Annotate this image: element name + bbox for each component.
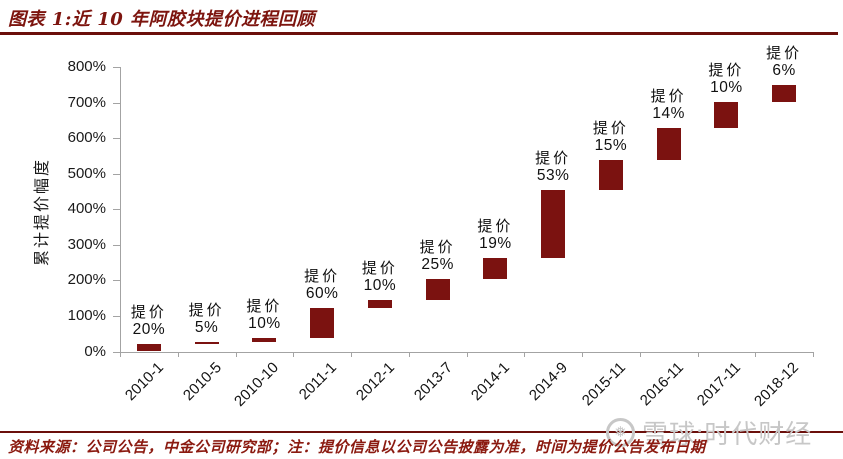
- bar-label: 提价 10%: [684, 61, 768, 97]
- bar-label-percent: 6%: [772, 62, 796, 80]
- bar-label-percent: 5%: [194, 319, 219, 337]
- price-hike-bar: [598, 160, 623, 190]
- price-hike-bar: [425, 278, 450, 301]
- y-tick-mark: [113, 173, 120, 175]
- price-hike-bar: [136, 344, 161, 352]
- bar-label-percent: 53%: [536, 166, 570, 184]
- title-divider-line: [0, 32, 838, 35]
- bar-label-percent: 14%: [652, 105, 685, 123]
- bar-label: 提价 15%: [569, 119, 653, 155]
- bar-label-prefix: 提价: [188, 301, 225, 320]
- price-hike-bar: [714, 102, 739, 129]
- price-hike-bar: [194, 342, 219, 345]
- x-tick-mark: [639, 351, 641, 357]
- figure-title: 图表 1:近 10 年阿胶块提价进程回顾: [8, 9, 316, 30]
- bar-label-prefix: 提价: [130, 303, 167, 322]
- bar-label: 提价 5%: [165, 301, 249, 337]
- price-hike-bar: [310, 308, 335, 338]
- y-tick-mark: [113, 209, 120, 211]
- x-tick-mark: [293, 351, 295, 357]
- x-tick-mark: [813, 351, 814, 357]
- price-hike-bar: [367, 300, 392, 309]
- y-tick-mark: [113, 280, 120, 282]
- bar-label-percent: 10%: [710, 79, 743, 97]
- x-tick-mark: [466, 351, 468, 357]
- bar-label-prefix: 提价: [419, 237, 456, 256]
- bar-label-percent: 10%: [363, 277, 397, 295]
- bar-label-percent: 25%: [421, 255, 454, 273]
- bar-label: 提价 10%: [222, 297, 306, 333]
- y-tick-label: 100%: [67, 306, 106, 324]
- footer-divider-line: [0, 431, 843, 433]
- price-hike-bar: [656, 128, 681, 161]
- y-tick-label: 0%: [84, 342, 106, 360]
- x-tick-mark: [235, 351, 237, 357]
- bar-label: 提价 20%: [107, 303, 191, 339]
- bar-label-prefix: 提价: [535, 148, 572, 167]
- y-tick-mark: [113, 315, 120, 317]
- y-tick-label: 800%: [67, 58, 106, 75]
- xueqiu-snowball-icon: ❅: [606, 418, 635, 447]
- y-tick-mark: [113, 102, 120, 104]
- x-tick-mark: [524, 351, 526, 357]
- bar-label-prefix: 提价: [477, 217, 514, 235]
- bar-label-percent: 20%: [132, 321, 166, 339]
- bar-label-prefix: 提价: [361, 259, 398, 278]
- x-tick-mark: [351, 351, 352, 357]
- bar-label-percent: 60%: [305, 285, 339, 303]
- bar-label-prefix: 提价: [766, 44, 803, 63]
- y-tick-label: 500%: [67, 164, 106, 182]
- price-hike-bar: [483, 258, 508, 279]
- y-tick-mark: [113, 244, 120, 246]
- bar-label: 提价 6%: [742, 44, 826, 80]
- y-tick-mark: [113, 138, 120, 140]
- bar-label-prefix: 提价: [708, 61, 745, 80]
- bar-label: 提价 10%: [338, 259, 422, 295]
- bar-label-prefix: 提价: [304, 267, 341, 286]
- y-tick-label: 400%: [67, 200, 106, 218]
- x-tick-mark: [408, 351, 410, 357]
- y-tick-mark: [113, 67, 120, 68]
- y-tick-label: 700%: [67, 93, 106, 111]
- y-tick-mark: [113, 351, 120, 353]
- bar-label-prefix: 提价: [592, 119, 629, 138]
- watermark-text: 雪球:时代财经: [642, 419, 813, 449]
- bar-label-prefix: 提价: [246, 296, 283, 315]
- x-tick-mark: [697, 351, 699, 357]
- bar-label: 提价 25%: [396, 238, 480, 274]
- snowflake-glyph: ❅: [614, 424, 627, 441]
- y-tick-label: 300%: [67, 235, 106, 253]
- bar-label: 提价 53%: [511, 149, 595, 185]
- y-tick-label: 600%: [67, 129, 106, 147]
- bar-label: 提价 19%: [453, 217, 537, 253]
- bar-label-percent: 10%: [248, 314, 281, 332]
- bar-label-prefix: 提价: [650, 87, 687, 106]
- bar-label-percent: 15%: [594, 137, 628, 155]
- x-tick-mark: [755, 351, 757, 357]
- x-tick-mark: [120, 351, 121, 357]
- source-note: 资料来源：公司公告，中金公司研究部；注：提价信息以公司公告披露为准，时间为提价公…: [8, 438, 706, 456]
- y-tick-label: 200%: [67, 271, 106, 289]
- watermark: ❅ 雪球:时代财经: [606, 414, 812, 451]
- bar-label: 提价 60%: [280, 267, 364, 303]
- price-hike-bar: [252, 337, 277, 343]
- bar-label-percent: 19%: [479, 235, 512, 252]
- y-axis-line: [120, 67, 121, 353]
- price-hike-bar: [541, 189, 566, 258]
- price-hike-bar: [772, 85, 797, 103]
- bar-label: 提价 14%: [627, 87, 711, 123]
- x-tick-mark: [177, 351, 179, 357]
- x-tick-mark: [582, 351, 583, 357]
